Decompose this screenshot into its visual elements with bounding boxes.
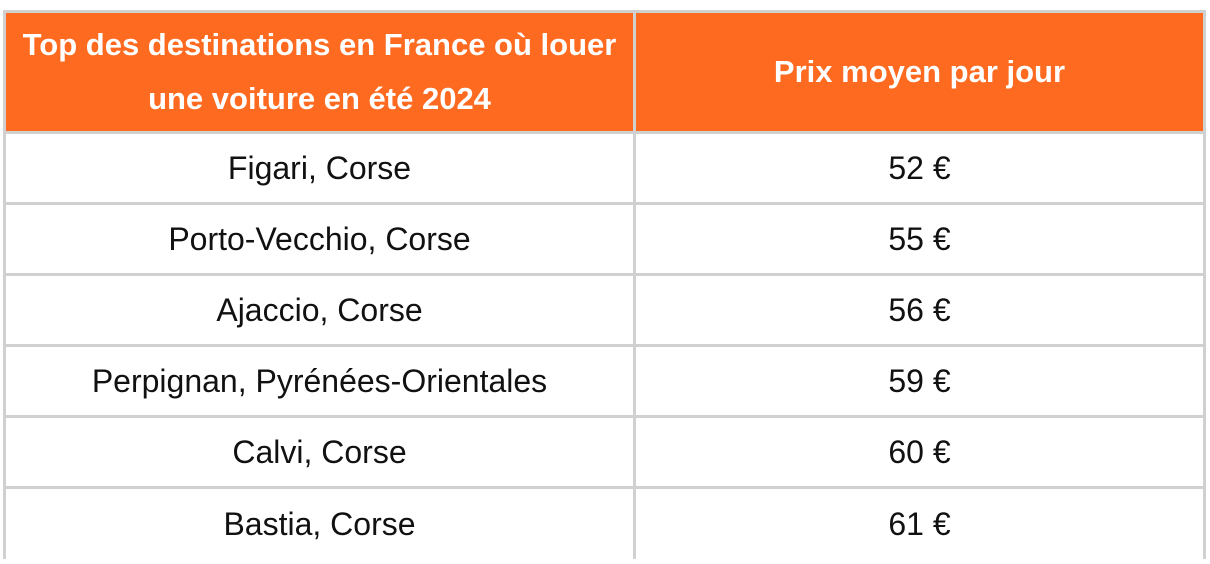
table-header-row: Top des destinations en France où louer … bbox=[3, 10, 1206, 134]
table-row: Figari, Corse 52 € bbox=[3, 134, 1206, 205]
destination-cell: Bastia, Corse bbox=[3, 489, 636, 559]
price-cell: 61 € bbox=[636, 489, 1206, 559]
destination-cell: Figari, Corse bbox=[3, 134, 636, 205]
price-cell: 55 € bbox=[636, 205, 1206, 276]
price-cell: 60 € bbox=[636, 418, 1206, 489]
header-price: Prix moyen par jour bbox=[636, 10, 1206, 134]
price-cell: 52 € bbox=[636, 134, 1206, 205]
destination-cell: Calvi, Corse bbox=[3, 418, 636, 489]
destination-cell: Perpignan, Pyrénées-Orientales bbox=[3, 347, 636, 418]
price-cell: 59 € bbox=[636, 347, 1206, 418]
price-cell: 56 € bbox=[636, 276, 1206, 347]
destination-cell: Porto-Vecchio, Corse bbox=[3, 205, 636, 276]
header-destination: Top des destinations en France où louer … bbox=[3, 10, 636, 134]
destinations-price-table: Top des destinations en France où louer … bbox=[3, 10, 1206, 559]
table-row: Perpignan, Pyrénées-Orientales 59 € bbox=[3, 347, 1206, 418]
table-row: Porto-Vecchio, Corse 55 € bbox=[3, 205, 1206, 276]
table-row: Bastia, Corse 61 € bbox=[3, 489, 1206, 559]
destination-cell: Ajaccio, Corse bbox=[3, 276, 636, 347]
table-row: Ajaccio, Corse 56 € bbox=[3, 276, 1206, 347]
table-row: Calvi, Corse 60 € bbox=[3, 418, 1206, 489]
